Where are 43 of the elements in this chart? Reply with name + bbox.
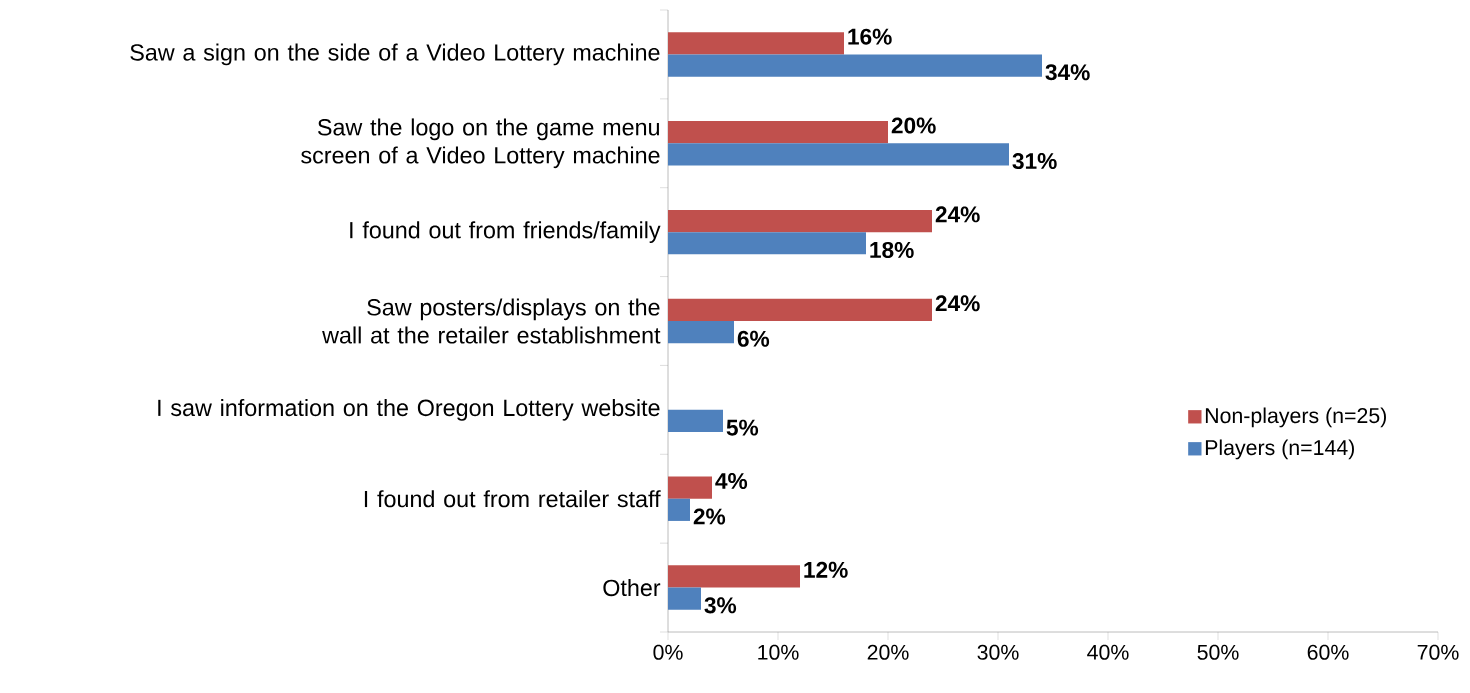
legend-label: Non-players (n=25) — [1205, 407, 1386, 428]
data-label: 20% — [891, 117, 936, 134]
x-tick-label: 30% — [977, 644, 1019, 660]
data-label: 2% — [693, 508, 726, 525]
y-tick-label: I found out from retailer staff — [364, 490, 661, 508]
bar — [668, 565, 800, 588]
y-tick-label: Saw a sign on the side of a Video Lottery machine — [130, 43, 660, 66]
y-tick-label: Saw posters/displays on the wall at the retailer establishment — [322, 298, 661, 344]
data-label: 12% — [804, 561, 848, 578]
data-label: 31% — [1012, 153, 1057, 170]
bar — [668, 32, 844, 55]
bar — [668, 232, 866, 255]
y-tick-label: I found out from friends/family — [350, 221, 661, 244]
data-label: 34% — [1045, 64, 1090, 81]
data-label: 24% — [935, 295, 980, 312]
x-tick-label: 70% — [1417, 644, 1459, 660]
bar — [668, 209, 932, 233]
y-tick-label: Other — [603, 579, 661, 597]
data-label: 18% — [870, 241, 914, 258]
x-tick-label: 40% — [1087, 644, 1129, 660]
legend-label: Players (n=144) — [1205, 439, 1354, 460]
data-label: 6% — [737, 330, 770, 347]
bar — [668, 409, 723, 433]
data-label: 3% — [704, 597, 737, 614]
bar — [668, 143, 1009, 166]
y-tick-label: I saw information on the Oregon Lottery website — [158, 398, 660, 421]
bar — [668, 587, 701, 610]
bar — [668, 121, 889, 144]
x-tick-label: 10% — [758, 644, 799, 660]
bar — [668, 476, 712, 499]
x-tick-label: 20% — [867, 644, 909, 660]
x-tick-label: 60% — [1307, 644, 1349, 660]
bar — [668, 298, 932, 322]
bar — [668, 54, 1042, 77]
data-label: 5% — [726, 419, 759, 436]
bar — [668, 321, 734, 344]
x-tick-label: 50% — [1197, 644, 1239, 660]
data-label: 24% — [935, 206, 980, 223]
data-label: 4% — [715, 472, 748, 489]
bar — [668, 498, 690, 521]
x-tick-label: 0% — [653, 644, 683, 660]
data-label: 16% — [848, 28, 892, 45]
y-tick-label: Saw the logo on the game menu screen of a Video Lottery machine — [301, 118, 660, 169]
